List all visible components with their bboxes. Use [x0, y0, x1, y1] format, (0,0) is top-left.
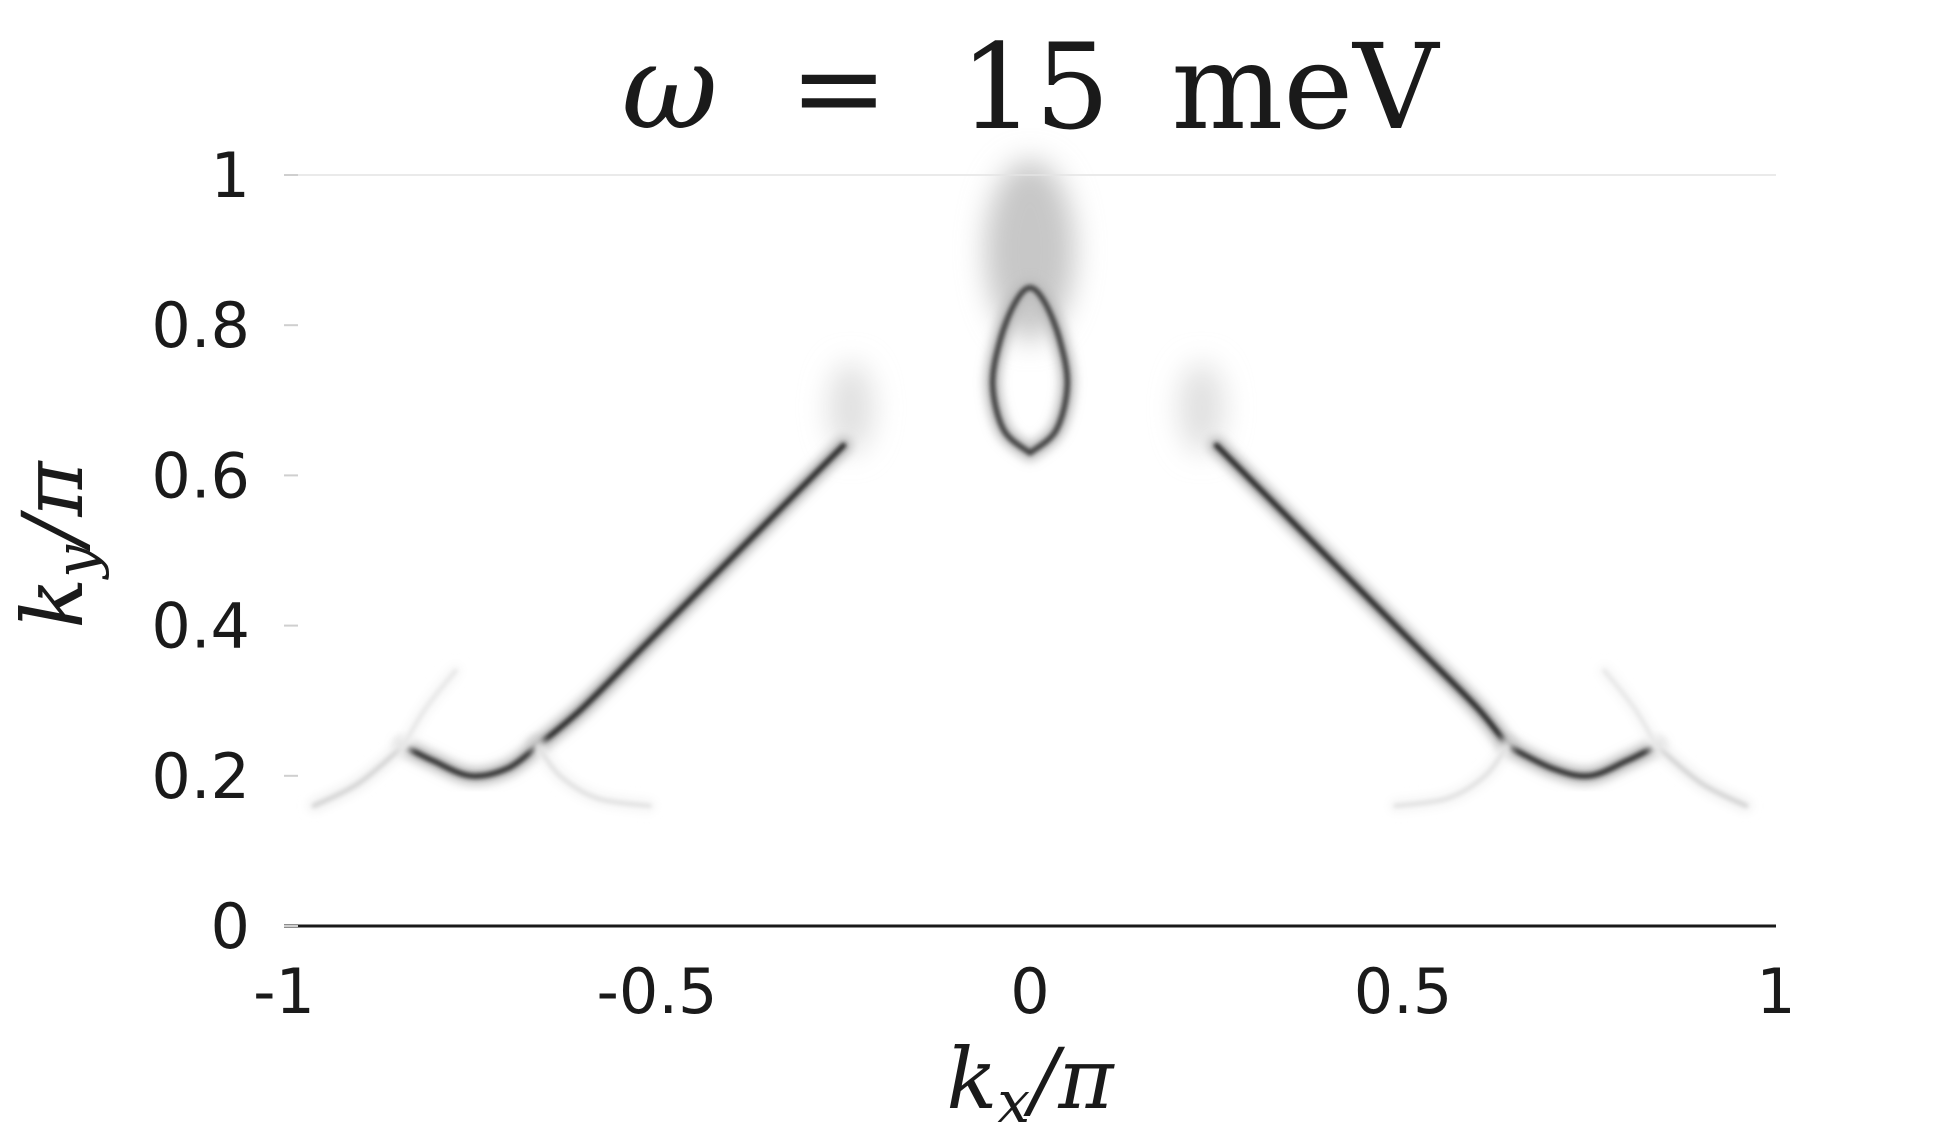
feature-line-8 [1602, 668, 1659, 748]
feature-glow-7 [1650, 739, 1753, 812]
y-axis-label-base: k [4, 578, 102, 629]
feature-line-2 [311, 743, 406, 808]
x-tick-label-1: -0.5 [597, 955, 718, 1028]
feature-line-9 [1393, 743, 1510, 808]
y-tick-label-1: 0.2 [151, 740, 250, 813]
y-tick-label-4: 0.8 [151, 289, 250, 362]
y-tick-label-0: 0 [211, 890, 250, 963]
y-axis-label-sub: y [42, 544, 110, 581]
feature-glow-2 [307, 739, 410, 812]
feature-line-7 [1654, 743, 1749, 808]
x-axis-label-base: k [946, 1030, 997, 1128]
y-axis-label: ky/π [4, 460, 110, 629]
feature-line-5 [1213, 442, 1511, 749]
x-tick-label-0: -1 [253, 955, 315, 1028]
axes: 0 0.2 0.4 0.6 0.8 1 -1 -0.5 0 0.5 1 [151, 139, 1795, 1028]
feature-line-0 [534, 442, 847, 749]
y-tick-label-2: 0.4 [151, 590, 250, 663]
feature-line-6 [1504, 743, 1660, 779]
x-tick-label-4: 1 [1756, 955, 1795, 1028]
x-tick-label-2: 0 [1010, 955, 1049, 1028]
feature-glow-6 [1499, 737, 1665, 785]
x-axis-label: kx/π [946, 1030, 1115, 1136]
feature-line-3 [401, 668, 458, 748]
title-symbol: ω [622, 18, 718, 156]
y-tick-label-3: 0.6 [151, 439, 250, 512]
diffuse-spot-2 [1179, 362, 1224, 453]
x-axis-label-sub: x [997, 1068, 1030, 1136]
diffuse-spot-0 [985, 159, 1075, 341]
y-tick-label-5: 1 [211, 139, 250, 212]
diffuse-spot-1 [828, 362, 874, 453]
chart-title: ω = 15 meV [622, 18, 1441, 156]
x-axis-label-rest: /π [1023, 1030, 1115, 1128]
plot-area [307, 159, 1753, 812]
title-value: 15 [960, 18, 1110, 156]
feature-line-10 [989, 284, 1071, 456]
y-axis-label-rest: /π [4, 460, 102, 552]
title-equals: = [789, 18, 888, 156]
title-unit: meV [1171, 18, 1440, 156]
feature-line-1 [400, 743, 541, 779]
x-tick-label-3: 0.5 [1354, 955, 1453, 1028]
feature-line-4 [535, 743, 652, 808]
